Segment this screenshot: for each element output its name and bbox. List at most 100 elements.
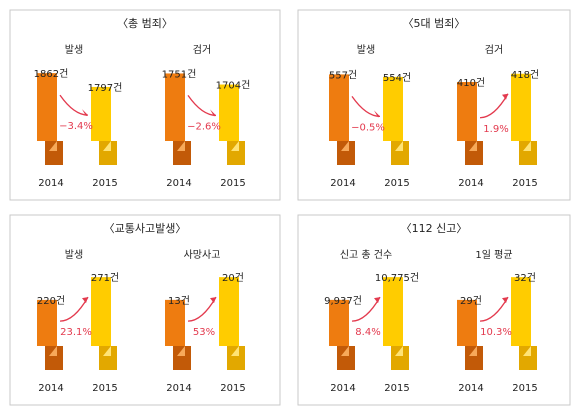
- bar-fold-corner: [231, 346, 239, 356]
- bar-fold-corner: [49, 141, 57, 151]
- group-label: 검거: [193, 44, 211, 56]
- bar-2015: 418건 2015: [511, 69, 539, 189]
- arrow-head: [210, 297, 216, 304]
- bar-fold-corner: [469, 346, 477, 356]
- bar-group-1: 발생 1862건 2014 1797건 2015 −3.4%: [34, 44, 123, 189]
- bar-fold-section: [465, 346, 483, 370]
- value-label: 13건: [168, 295, 190, 307]
- value-label: 220건: [37, 295, 65, 307]
- bar-2014: 557건 2014: [329, 69, 357, 189]
- value-label: 410건: [457, 77, 485, 89]
- bar-body: [383, 277, 403, 346]
- bar-fold-section: [337, 346, 355, 370]
- group-label: 신고 총 건수: [340, 249, 392, 261]
- value-label: 32건: [514, 272, 536, 284]
- change-label: 8.4%: [355, 327, 380, 338]
- year-label: 2014: [330, 383, 355, 394]
- change-label: −0.5%: [351, 122, 385, 133]
- bar-2015: 20건 2015: [219, 272, 246, 394]
- value-label: 20건: [222, 272, 244, 284]
- year-label: 2014: [38, 383, 63, 394]
- group-label: 1일 평균: [475, 249, 512, 261]
- year-label: 2014: [458, 383, 483, 394]
- arrow-head: [210, 109, 216, 117]
- arrow-head: [374, 297, 380, 304]
- group-label: 검거: [485, 44, 503, 56]
- bar-group-2: 사망사고 13건 2014 20건 2015 53%: [165, 249, 246, 394]
- bar-2014: 220건 2014: [37, 295, 65, 394]
- bar-fold-section: [45, 141, 63, 165]
- year-label: 2015: [220, 178, 245, 189]
- arrow-head: [82, 297, 88, 304]
- arrow-head: [502, 297, 508, 304]
- bar-body: [165, 299, 185, 346]
- year-label: 2014: [38, 178, 63, 189]
- bar-fold-corner: [523, 141, 531, 151]
- year-label: 2014: [166, 178, 191, 189]
- bar-fold-corner: [341, 346, 349, 356]
- bar-group-2: 검거 1751건 2014 1704건 2015 −2.6%: [162, 44, 251, 189]
- bar-body: [383, 76, 403, 141]
- group-label: 사망사고: [184, 249, 221, 261]
- chart-panel-1: 〈총 범죄〉 발생 1862건 2014 1797건 2015 −3.4% 검거 1751건 20…: [9, 9, 281, 201]
- year-label: 2015: [220, 383, 245, 394]
- chart-panel-4: 〈112 신고〉 신고 총 건수 9,937건 2014 10,775건 2015 8.4%…: [297, 214, 571, 406]
- bar-group-2: 1일 평균 29건 2014 32건 2015 10.3%: [457, 249, 538, 394]
- bar-group-1: 발생 557건 2014 554건 2015 −0.5%: [329, 44, 411, 189]
- year-label: 2015: [384, 178, 409, 189]
- arrow-head: [82, 109, 88, 117]
- bar-fold-corner: [469, 141, 477, 151]
- bar-body: [511, 277, 531, 346]
- group-label: 발생: [357, 44, 375, 56]
- bar-fold-corner: [523, 346, 531, 356]
- change-label: 53%: [193, 327, 215, 338]
- group-label: 발생: [65, 249, 83, 261]
- bar-fold-corner: [395, 141, 403, 151]
- bar-2014: 1751건 2014: [162, 68, 197, 189]
- value-label: 1862건: [34, 68, 69, 80]
- bar-fold-section: [519, 141, 537, 165]
- value-label: 271건: [91, 272, 119, 284]
- bar-2015: 1704건 2015: [216, 80, 251, 189]
- value-label: 1751건: [162, 68, 197, 80]
- value-label: 557건: [329, 69, 357, 81]
- bar-fold-corner: [177, 141, 185, 151]
- year-label: 2014: [458, 178, 483, 189]
- year-label: 2015: [92, 383, 117, 394]
- bar-fold-section: [391, 141, 409, 165]
- bar-body: [457, 299, 477, 346]
- bar-body: [511, 73, 531, 141]
- bar-2014: 29건 2014: [457, 295, 484, 394]
- bar-fold-section: [227, 346, 245, 370]
- year-label: 2015: [384, 383, 409, 394]
- bar-2014: 13건 2014: [165, 295, 192, 394]
- chart-panel-2: 〈5대 범죄〉 발생 557건 2014 554건 2015 −0.5% 검거 410건 2014…: [297, 9, 571, 201]
- value-label: 9,937건: [324, 295, 362, 307]
- bar-fold-section: [173, 346, 191, 370]
- arrow-head: [374, 110, 380, 118]
- year-label: 2014: [330, 178, 355, 189]
- bar-fold-section: [99, 346, 117, 370]
- year-label: 2015: [92, 178, 117, 189]
- bar-group-2: 검거 410건 2014 418건 2015 1.9%: [457, 44, 539, 189]
- bar-body: [219, 277, 239, 346]
- value-label: 418건: [511, 69, 539, 81]
- chart-panel-3: 〈교통사고발생〉 발생 220건 2014 271건 2015 23.1% 사망사고 13건 20…: [9, 214, 281, 406]
- year-label: 2014: [166, 383, 191, 394]
- panel-title: 〈112 신고〉: [401, 222, 468, 235]
- bar-fold-corner: [103, 141, 111, 151]
- value-label: 29건: [460, 295, 482, 307]
- group-label: 발생: [65, 44, 83, 56]
- bar-fold-section: [45, 346, 63, 370]
- change-label: 23.1%: [60, 327, 92, 338]
- bar-fold-section: [99, 141, 117, 165]
- bar-fold-section: [173, 141, 191, 165]
- bar-body: [165, 73, 185, 141]
- bar-2015: 271건 2015: [91, 272, 119, 394]
- value-label: 554건: [383, 72, 411, 84]
- panel-title: 〈총 범죄〉: [117, 17, 173, 30]
- bar-fold-section: [227, 141, 245, 165]
- year-label: 2015: [512, 383, 537, 394]
- arrow-head: [502, 93, 508, 100]
